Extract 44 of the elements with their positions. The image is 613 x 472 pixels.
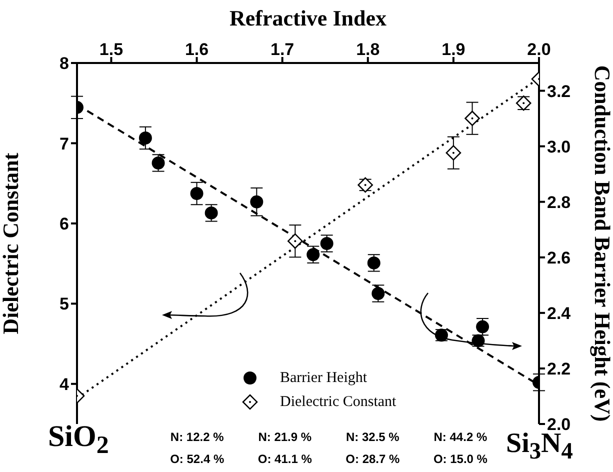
annotation: SiO$_{2}$ bbox=[48, 420, 109, 460]
y-tick-label: 8 bbox=[60, 54, 69, 74]
point bbox=[464, 110, 480, 126]
point bbox=[250, 195, 264, 208]
text: N: 12.2 % bbox=[169, 429, 225, 446]
point bbox=[190, 187, 204, 200]
point bbox=[138, 131, 152, 144]
y2-tick-label: 3.0 bbox=[547, 137, 571, 156]
y2-tick-label: 2.2 bbox=[547, 359, 571, 378]
y2-tick-label: 2.0 bbox=[547, 415, 571, 434]
x-tick-label: 1.8 bbox=[356, 40, 380, 59]
y-tick-label: 6 bbox=[60, 214, 69, 234]
point bbox=[288, 233, 303, 249]
y2-tick-label: 3.2 bbox=[547, 82, 571, 101]
y-tick-label: 5 bbox=[60, 294, 69, 314]
y2-axis-title: Conduction Band Barrier Height (eV) bbox=[590, 65, 613, 422]
point bbox=[320, 237, 334, 250]
legend-label: Dielectric Constant bbox=[280, 394, 396, 410]
text: O: 15.0 % bbox=[432, 451, 488, 468]
point bbox=[152, 156, 165, 170]
point bbox=[446, 145, 462, 160]
x-tick-label: 1.5 bbox=[99, 40, 124, 59]
y2-tick-label: 2.4 bbox=[547, 304, 572, 323]
x-tick-label: 2.0 bbox=[527, 40, 551, 59]
text: O: 52.4 % bbox=[169, 451, 226, 468]
y-tick-label: 4 bbox=[60, 374, 70, 394]
text: N: 21.9 % bbox=[257, 429, 313, 446]
text: O: 41.1 % bbox=[256, 451, 313, 468]
point bbox=[306, 248, 320, 262]
y-tick-label: 7 bbox=[60, 134, 69, 154]
point bbox=[372, 286, 385, 300]
text: N: 44.2 % bbox=[432, 429, 488, 446]
point bbox=[476, 320, 490, 334]
x-tick-label: 1.7 bbox=[270, 40, 294, 59]
x-tick-label: 1.9 bbox=[442, 40, 466, 59]
text: O: 28.7 % bbox=[344, 451, 401, 468]
y-axis-title: Dielectric Constant bbox=[0, 152, 23, 334]
y2-tick-label: 2.8 bbox=[547, 192, 571, 212]
point bbox=[367, 256, 380, 270]
x-tick-label: 1.6 bbox=[184, 40, 209, 59]
legend-label: Barrier Height bbox=[280, 370, 368, 386]
x-axis-title: Refractive Index bbox=[229, 6, 387, 31]
y2-tick-label: 2.6 bbox=[547, 248, 571, 268]
text: N: 32.5 % bbox=[344, 429, 400, 446]
